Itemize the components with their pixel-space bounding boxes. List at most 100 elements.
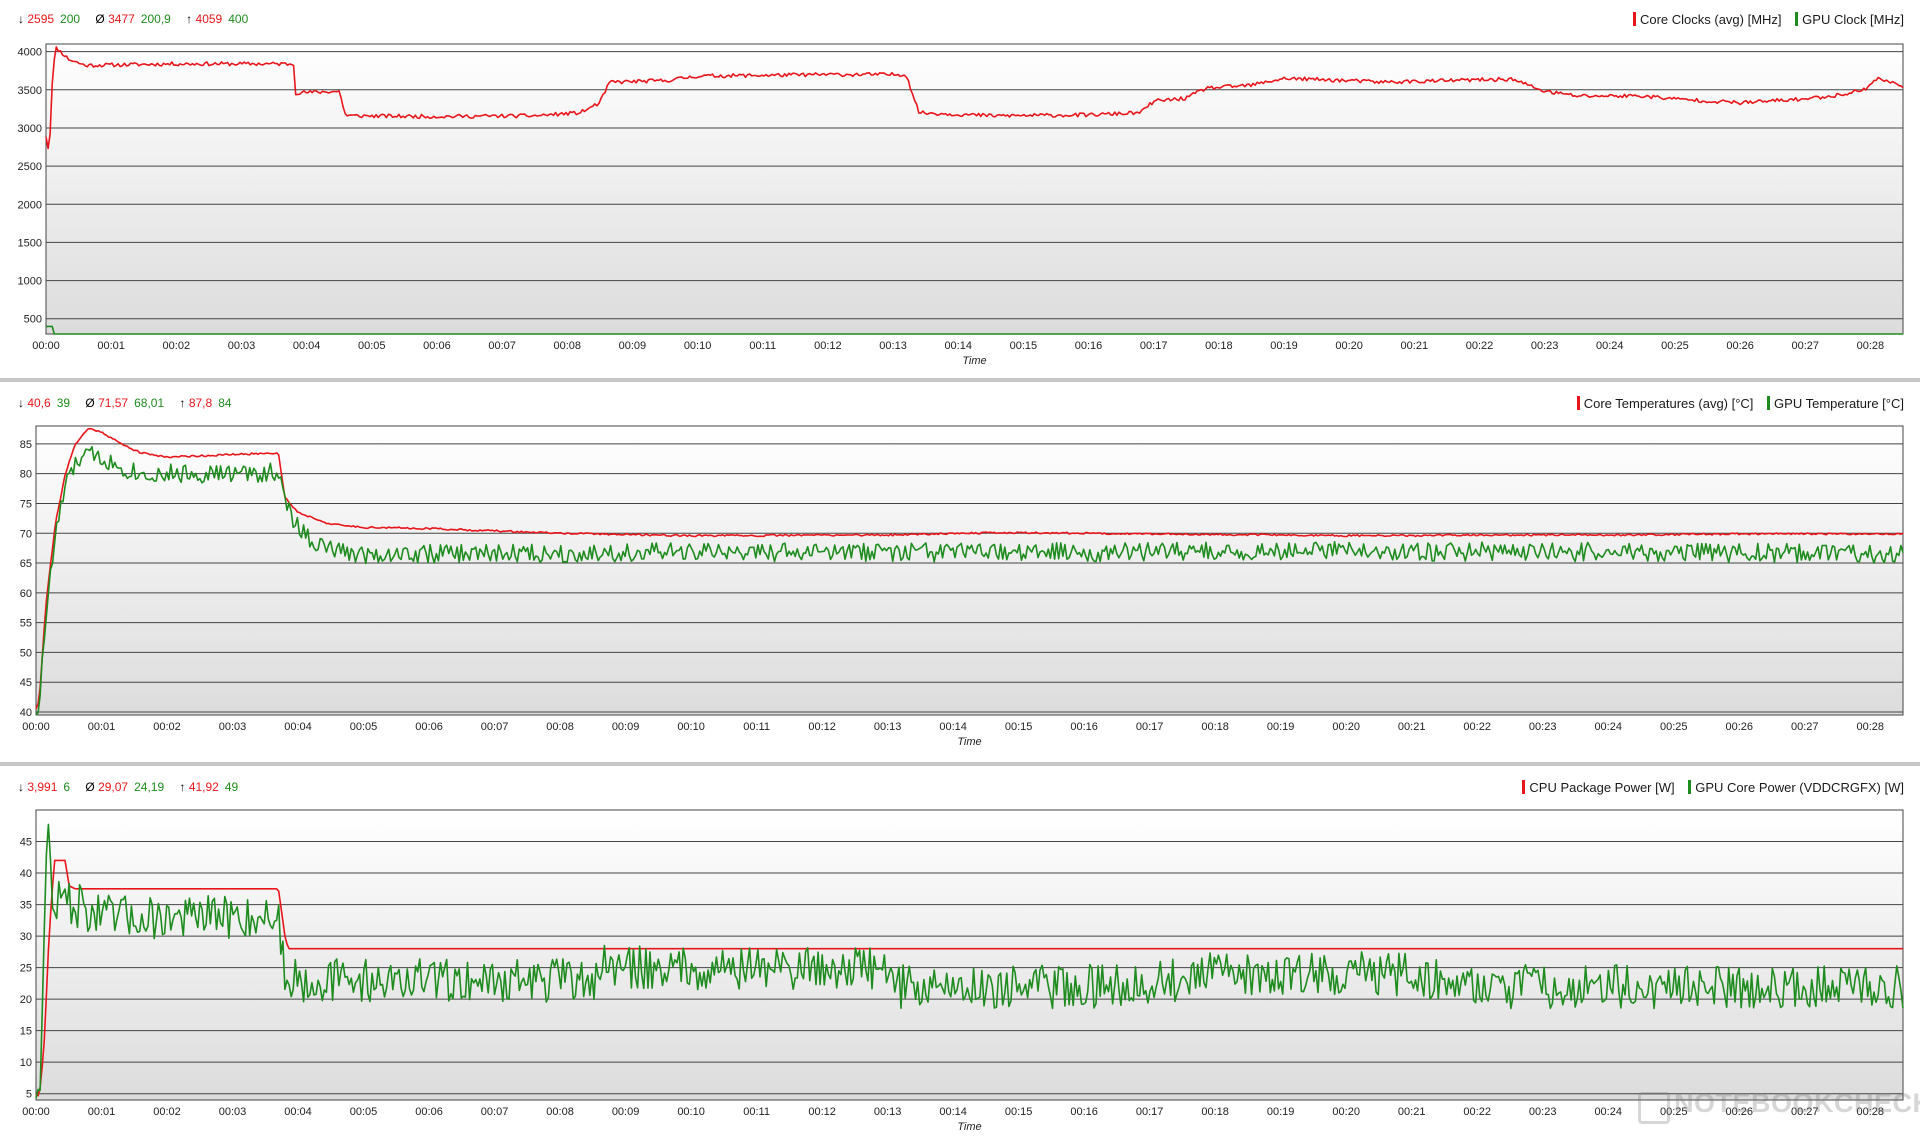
x-tick-label: 00:13 — [874, 1106, 902, 1118]
x-tick-label: 00:17 — [1140, 340, 1168, 352]
legend-swatch-green — [1795, 12, 1799, 26]
panel-divider — [0, 762, 1920, 766]
legend-gpu-temperature: GPU Temperature [°C] — [1774, 396, 1904, 411]
x-tick-label: 00:23 — [1529, 721, 1557, 733]
x-tick-label: 00:28 — [1857, 340, 1885, 352]
y-tick-label: 15 — [20, 1026, 32, 1038]
y-tick-label: 1000 — [18, 276, 42, 288]
x-tick-label: 00:03 — [219, 721, 247, 733]
x-tick-label: 00:07 — [481, 721, 509, 733]
x-tick-label: 00:04 — [293, 340, 321, 352]
x-tick-label: 00:25 — [1661, 340, 1689, 352]
clock-legend: Core Clocks (avg) [MHz] GPU Clock [MHz] — [1623, 12, 1904, 27]
min-values: ↓ 40,6 39 — [18, 396, 71, 410]
legend-gpu-clock: GPU Clock [MHz] — [1802, 12, 1904, 27]
y-tick-label: 1500 — [18, 237, 42, 249]
plot-area — [36, 426, 1903, 715]
y-tick-label: 2000 — [18, 199, 42, 211]
x-tick-label: 00:13 — [879, 340, 907, 352]
x-tick-label: 00:18 — [1201, 1106, 1229, 1118]
x-tick-label: 00:18 — [1201, 721, 1229, 733]
x-tick-label: 00:16 — [1070, 1106, 1098, 1118]
x-tick-label: 00:08 — [546, 1106, 574, 1118]
x-tick-label: 00:24 — [1594, 1106, 1622, 1118]
x-tick-label: 00:05 — [350, 721, 378, 733]
x-tick-label: 00:06 — [415, 721, 443, 733]
y-tick-label: 45 — [20, 677, 32, 689]
x-tick-label: 00:19 — [1267, 1106, 1295, 1118]
legend-core-clocks: Core Clocks (avg) [MHz] — [1639, 12, 1782, 27]
x-tick-label: 00:28 — [1856, 1106, 1884, 1118]
x-tick-label: 00:24 — [1596, 340, 1624, 352]
avg-values: Ø 3477 200,9 — [95, 12, 171, 26]
x-tick-label: 00:19 — [1270, 340, 1298, 352]
clock-chart-svg: 500 1000 1500 2000 2500 3000 3500 4000 00:00 00:0… — [18, 43, 1904, 367]
x-tick-label: 00:15 — [1010, 340, 1038, 352]
x-tick-label: 00:20 — [1335, 340, 1363, 352]
legend-gpu-core-power: GPU Core Power (VDDCRGFX) [W] — [1695, 780, 1904, 795]
x-tick-label: 00:10 — [677, 1106, 705, 1118]
x-tick-label: 00:08 — [553, 340, 581, 352]
plot-area — [36, 810, 1903, 1100]
x-tick-label: 00:27 — [1791, 1106, 1819, 1118]
y-tick-label: 70 — [20, 528, 32, 540]
clock-chart-panel: 500 1000 1500 2000 2500 3000 3500 4000 00:00 00:0… — [0, 0, 1920, 378]
x-tick-label: 00:01 — [88, 721, 116, 733]
clock-stats: ↓ 2595 200 Ø 3477 200,9 ↑ 4059 400 — [18, 12, 260, 26]
x-tick-label: 00:12 — [814, 340, 842, 352]
legend-swatch-red — [1522, 780, 1526, 794]
avg-values: Ø 71,57 68,01 — [85, 396, 165, 410]
temperature-legend: Core Temperatures (avg) [°C] GPU Tempera… — [1567, 396, 1904, 411]
x-tick-label: 00:16 — [1075, 340, 1103, 352]
x-tick-label: 00:22 — [1463, 721, 1491, 733]
x-tick-label: 00:01 — [88, 1106, 116, 1118]
x-tick-label: 00:11 — [749, 340, 776, 352]
x-tick-label: 00:09 — [612, 721, 640, 733]
plot-frame — [35, 425, 1904, 716]
x-tick-label: 00:14 — [939, 1106, 967, 1118]
x-tick-label: 00:24 — [1594, 721, 1622, 733]
y-tick-label: 2500 — [18, 161, 42, 173]
x-tick-label: 00:06 — [415, 1106, 443, 1118]
y-tick-label: 45 — [20, 837, 32, 849]
max-values: ↑ 41,92 49 — [179, 780, 239, 794]
y-tick-label: 30 — [20, 931, 32, 943]
power-chart-panel: 5 10 15 20 25 30 35 40 45 00:00 00:01 00:02 00:03 00:… — [0, 768, 1920, 1146]
x-tick-label: 00:17 — [1136, 1106, 1164, 1118]
x-tick-label: 00:26 — [1725, 721, 1753, 733]
plot-frame — [35, 809, 1904, 1101]
x-tick-label: 00:05 — [350, 1106, 378, 1118]
y-tick-label: 80 — [20, 469, 32, 481]
x-tick-label: 00:14 — [944, 340, 972, 352]
x-tick-label: 00:20 — [1332, 721, 1360, 733]
min-values: ↓ 3,991 6 — [18, 780, 71, 794]
x-tick-label: 00:26 — [1725, 1106, 1753, 1118]
panel-divider — [0, 378, 1920, 382]
min-values: ↓ 2595 200 — [18, 12, 81, 26]
x-tick-label: 00:22 — [1463, 1106, 1491, 1118]
x-tick-label: 00:02 — [153, 1106, 181, 1118]
max-values: ↑ 4059 400 — [186, 12, 249, 26]
x-tick-label: 00:22 — [1466, 340, 1494, 352]
x-tick-label: 00:10 — [677, 721, 705, 733]
y-tick-label: 60 — [20, 588, 32, 600]
x-tick-label: 00:10 — [684, 340, 712, 352]
series-line-0 — [35, 859, 1903, 1097]
y-tick-label: 75 — [20, 498, 32, 510]
legend-swatch-green — [1767, 396, 1771, 410]
x-tick-label: 00:23 — [1529, 1106, 1557, 1118]
x-tick-label: 00:13 — [874, 721, 902, 733]
x-tick-label: 00:21 — [1398, 721, 1426, 733]
series-line-0 — [45, 46, 1904, 150]
power-stats: ↓ 3,991 6 Ø 29,07 24,19 ↑ 41,92 49 — [18, 780, 250, 794]
power-chart-svg: 5 10 15 20 25 30 35 40 45 00:00 00:01 00:02 00:03 00:… — [20, 809, 1904, 1133]
y-tick-label: 85 — [20, 439, 32, 451]
y-tick-label: 5 — [26, 1089, 32, 1101]
x-tick-label: 00:09 — [612, 1106, 640, 1118]
x-tick-label: 00:21 — [1398, 1106, 1426, 1118]
x-tick-label: 00:25 — [1660, 721, 1688, 733]
x-tick-label: 00:02 — [153, 721, 181, 733]
max-values: ↑ 87,8 84 — [179, 396, 232, 410]
x-tick-label: 00:06 — [423, 340, 451, 352]
x-tick-label: 00:05 — [358, 340, 386, 352]
